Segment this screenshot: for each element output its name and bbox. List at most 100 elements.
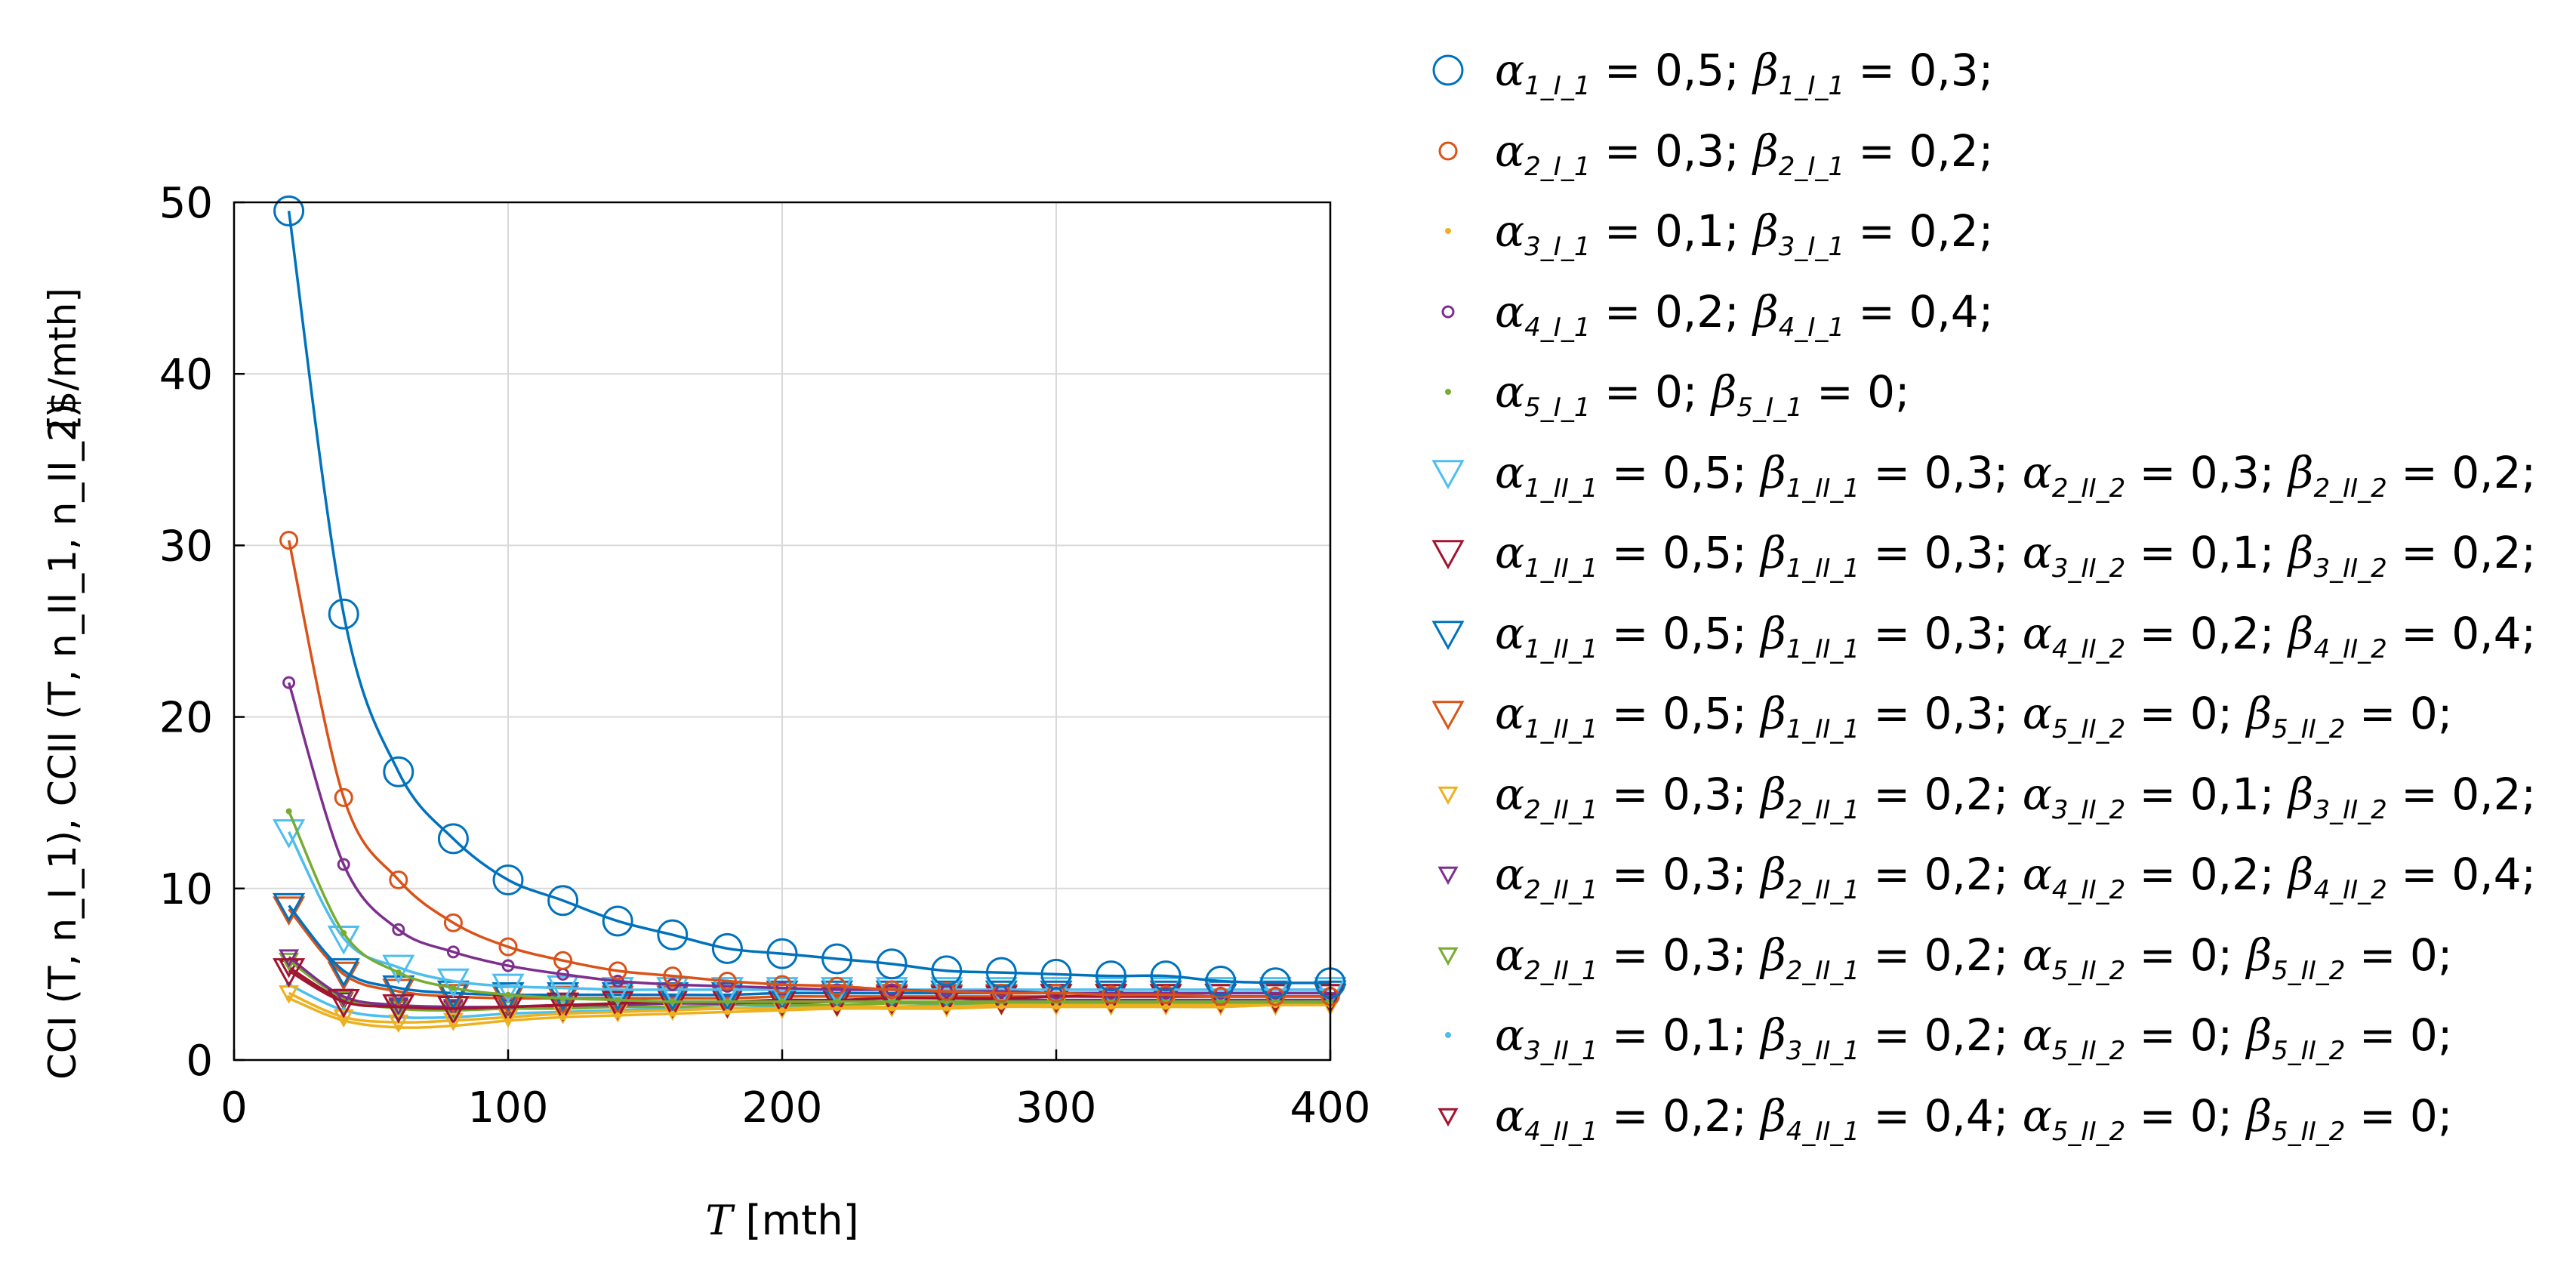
y-tick-label: 40 (159, 350, 213, 399)
legend-item: α5_I_1 = 0; β5_I_1 = 0; (1427, 352, 2567, 433)
data-point (991, 983, 1011, 1003)
data-point (382, 994, 415, 1024)
data-point (436, 968, 470, 998)
data-point (388, 1014, 409, 1034)
data-point (663, 966, 683, 986)
x-tick-label: 0 (220, 1083, 248, 1132)
y-tick-label: 10 (159, 865, 213, 914)
series-line (287, 682, 1330, 995)
legend-label: α3_I_1 = 0,1; β3_I_1 = 0,2; (1495, 205, 1994, 262)
legend-marker (1445, 1032, 1451, 1038)
data-point (273, 195, 305, 226)
y-tick-label: 0 (186, 1037, 213, 1086)
legend-label: α1_II_1 = 0,5; β1_II_1 = 0,3; α4_II_2 = … (1495, 607, 2537, 664)
legend-label: α4_II_1 = 0,2; β4_II_1 = 0,4; α5_II_2 = … (1495, 1089, 2453, 1147)
y-axis-ticks: 0 10 20 30 40 50 (159, 179, 245, 1086)
legend-item: α2_I_1 = 0,3; β2_I_1 = 0,2; (1427, 111, 2567, 192)
plot-series (273, 195, 1347, 1034)
gridlines (234, 202, 1330, 1060)
data-point (395, 969, 402, 976)
data-point (1265, 987, 1285, 1006)
legend-marker (1438, 141, 1458, 160)
legend-label: α3_II_1 = 0,1; β3_II_1 = 0,2; α5_II_2 = … (1495, 1009, 2453, 1066)
data-point (340, 1017, 347, 1024)
data-point (285, 808, 292, 815)
data-point (1163, 1003, 1169, 1010)
legend-marker (1437, 866, 1459, 886)
legend-marker (1437, 1108, 1459, 1126)
data-point (382, 975, 415, 1005)
data-point (821, 943, 853, 975)
legend-item: α4_I_1 = 0,2; β4_I_1 = 0,4; (1427, 272, 2567, 353)
data-point (442, 1002, 464, 1022)
data-point (273, 892, 306, 923)
legend-marker-symbol (1441, 305, 1455, 318)
series-3 (285, 995, 1333, 1031)
data-point (492, 864, 524, 895)
legend-item: α4_II_1 = 0,2; β4_II_1 = 0,4; α5_II_2 = … (1427, 1076, 2567, 1157)
data-point (279, 949, 300, 968)
series-line (287, 540, 1330, 998)
series-4 (282, 676, 1337, 1000)
data-point (985, 957, 1017, 988)
legend-item: α3_I_1 = 0,1; β3_I_1 = 0,2; (1427, 191, 2567, 272)
series-line (288, 969, 1330, 1010)
series-2 (279, 531, 1340, 1006)
data-point (1156, 985, 1176, 1005)
data-point (327, 925, 360, 955)
data-point (937, 981, 957, 1001)
data-point (327, 958, 360, 988)
data-point (446, 945, 460, 959)
y-axis-label: CCI (T, n_I_1), CCII (T, n_II_1, n_II_2)… (41, 288, 85, 1080)
data-point (998, 1003, 1005, 1010)
data-point (666, 978, 679, 991)
data-point (443, 913, 463, 932)
data-point (553, 951, 573, 970)
legend-item: α1_II_1 = 0,5; β1_II_1 = 0,3; α2_II_2 = … (1427, 433, 2567, 513)
data-point (876, 948, 907, 980)
data-point (383, 756, 414, 787)
data-point (611, 974, 624, 988)
data-point (1102, 985, 1121, 1005)
legend-marker (1431, 620, 1465, 650)
data-point (491, 973, 525, 1003)
data-point (766, 938, 798, 969)
data-point (1053, 1003, 1059, 1010)
data-point (1150, 960, 1182, 992)
data-point (559, 1014, 566, 1021)
data-point (717, 971, 737, 991)
data-point (1205, 965, 1237, 997)
series-5 (285, 808, 1333, 1005)
data-point (827, 976, 847, 996)
data-point (392, 923, 405, 936)
legend: α1_I_1 = 0,5; β1_I_1 = 0,3; α2_I_1 = 0,3;… (1427, 30, 2567, 1156)
data-point (834, 1005, 840, 1012)
y-axis-label-unit: [$/mth] (41, 288, 85, 430)
data-point (1105, 986, 1118, 1000)
data-point (1108, 1003, 1114, 1010)
data-point (1095, 960, 1127, 992)
legend-label: α4_I_1 = 0,2; β4_I_1 = 0,4; (1495, 285, 1994, 343)
legend-item: α3_II_1 = 0,1; β3_II_1 = 0,2; α5_II_2 = … (1427, 995, 2567, 1076)
data-point (875, 985, 908, 1015)
y-axis-label-main: CCI (T, n_I_1), CCII (T, n_II_1, n_II_2) (41, 403, 85, 1080)
data-point (669, 1010, 676, 1017)
legend-marker-symbol (1437, 866, 1459, 886)
data-point (1159, 986, 1172, 1000)
data-point (328, 598, 359, 630)
legend-label: α2_II_1 = 0,3; β2_II_1 = 0,2; α3_II_2 = … (1495, 768, 2537, 825)
legend-marker-symbol (1437, 1108, 1459, 1126)
data-point (615, 1012, 621, 1018)
legend-marker-symbol (1437, 786, 1459, 805)
data-point (656, 985, 689, 1015)
data-point (779, 998, 785, 1005)
data-point (437, 823, 469, 855)
data-point (450, 1022, 457, 1029)
data-point (547, 975, 580, 1005)
legend-label: α2_II_1 = 0,3; β2_II_1 = 0,2; α5_II_2 = … (1495, 929, 2453, 986)
legend-label: α1_II_1 = 0,5; β1_II_1 = 0,3; α3_II_2 = … (1495, 527, 2537, 584)
legend-label: α1_I_1 = 0,5; β1_I_1 = 0,3; (1495, 45, 1994, 101)
y-tick-label: 50 (159, 179, 213, 228)
data-point (724, 998, 731, 1005)
y-tick-label: 20 (159, 694, 213, 743)
